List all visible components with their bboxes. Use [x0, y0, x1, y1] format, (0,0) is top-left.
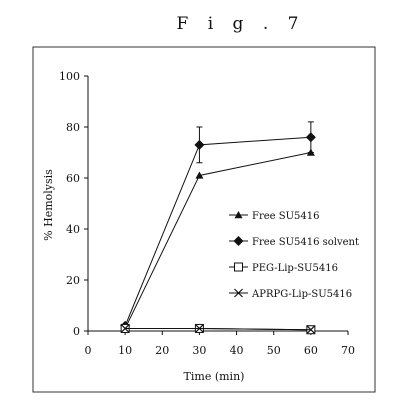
y-tick-label: 80 [66, 121, 80, 134]
data-point [195, 171, 204, 179]
y-tick-label: 60 [66, 172, 80, 185]
data-point [306, 325, 316, 335]
y-tick-label: 40 [66, 223, 80, 236]
series-line [125, 327, 311, 331]
legend-item: Free SU5416 [229, 211, 319, 222]
x-tick-label: 70 [341, 344, 355, 357]
x-axis-label: Time (min) [184, 370, 245, 383]
x-tick-label: 60 [304, 344, 318, 357]
legend-marker [234, 211, 243, 219]
legend-marker [234, 262, 243, 272]
x-tick-label: 10 [118, 344, 132, 357]
data-point [120, 324, 130, 333]
legend-label: APRPG-Lip-SU5416 [251, 289, 352, 300]
legend-label: PEG-Lip-SU5416 [252, 263, 338, 274]
data-point [194, 139, 205, 150]
x-tick-label: 30 [192, 344, 206, 357]
x-tick-label: 40 [230, 344, 244, 357]
figure-label: F i g . 7 [176, 14, 306, 34]
chart-frame [32, 46, 376, 393]
y-tick-label: 20 [66, 274, 80, 287]
x-tick-label: 50 [267, 344, 281, 357]
data-point [195, 324, 204, 333]
legend-label: Free SU5416 solvent [252, 237, 359, 248]
x-tick-label: 0 [85, 344, 92, 357]
y-tick-label: 100 [59, 70, 80, 83]
legend-label: Free SU5416 [252, 211, 319, 222]
y-axis-label: % Hemolysis [42, 169, 55, 241]
legend-marker [233, 236, 244, 246]
y-tick-label: 0 [73, 325, 80, 338]
legend-item: APRPG-Lip-SU5416 [229, 288, 352, 300]
series-3 [120, 324, 316, 335]
legend-item: PEG-Lip-SU5416 [229, 262, 338, 274]
legend-item: Free SU5416 solvent [229, 236, 359, 248]
data-point [305, 132, 316, 143]
legend-marker [234, 288, 243, 298]
x-tick-label: 20 [155, 344, 169, 357]
